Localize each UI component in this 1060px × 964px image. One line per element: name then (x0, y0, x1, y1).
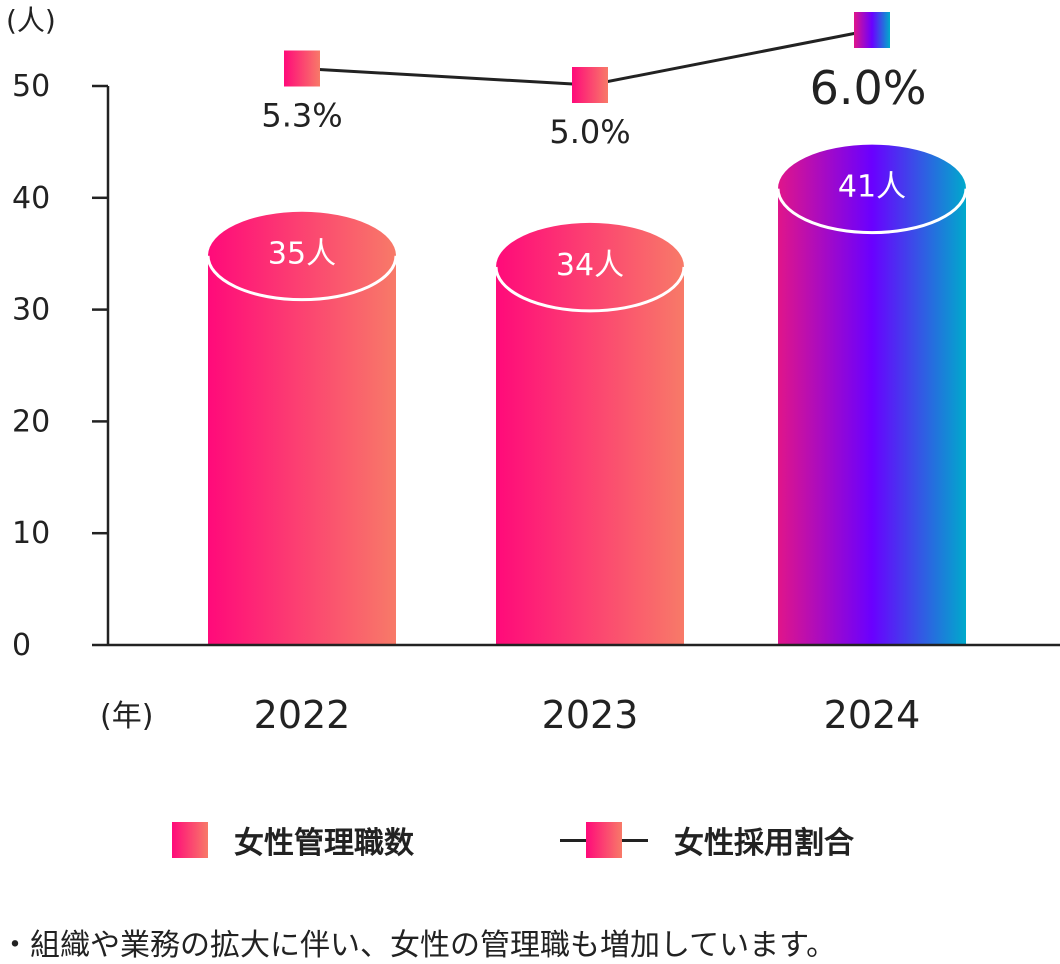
y-axis-unit: (人) (6, 4, 56, 37)
legend-label-bars: 女性管理職数 (234, 826, 414, 861)
line-marker (572, 67, 608, 103)
y-tick-label: 10 (12, 516, 50, 551)
legend-label-line: 女性採用割合 (674, 826, 854, 861)
bar-2022 (208, 211, 396, 645)
bar-data-label: 41人 (838, 170, 906, 205)
legend-marker-line (560, 822, 648, 858)
x-tick-label: 2024 (824, 693, 921, 737)
bar-top-ellipse-edge (776, 188, 968, 235)
legend: 女性管理職数 女性採用割合 (0, 818, 1060, 862)
bar-data-label: 34人 (556, 248, 624, 283)
footnote: ・組織や業務の拡大に伴い、女性の管理職も増加しています。 (0, 928, 837, 963)
x-tick-label: 2022 (254, 693, 351, 737)
line-marker (284, 50, 320, 87)
y-tick-label: 20 (12, 404, 50, 439)
bar-top-ellipse-edge (206, 255, 398, 302)
line-data-label: 5.0% (549, 113, 630, 151)
y-tick-label: 50 (12, 69, 50, 104)
legend-swatch-bars (172, 822, 208, 858)
bar-2023 (496, 222, 684, 646)
line-data-label: 6.0% (810, 61, 927, 115)
y-tick-label: 0 (12, 628, 31, 663)
bar-2024 (778, 144, 966, 645)
y-tick-label: 30 (12, 293, 50, 328)
legend-item-line: 女性採用割合 (560, 818, 854, 862)
x-tick-label: 2023 (542, 693, 639, 737)
legend-item-bars: 女性管理職数 (172, 818, 414, 862)
line-data-label: 5.3% (261, 97, 342, 135)
y-tick-label: 40 (12, 181, 50, 216)
x-axis-unit: (年) (100, 699, 153, 734)
legend-swatch-line (586, 822, 622, 858)
bar-top-ellipse-edge (494, 266, 686, 313)
line-marker (854, 12, 890, 48)
bar-data-label: 35人 (268, 237, 336, 272)
